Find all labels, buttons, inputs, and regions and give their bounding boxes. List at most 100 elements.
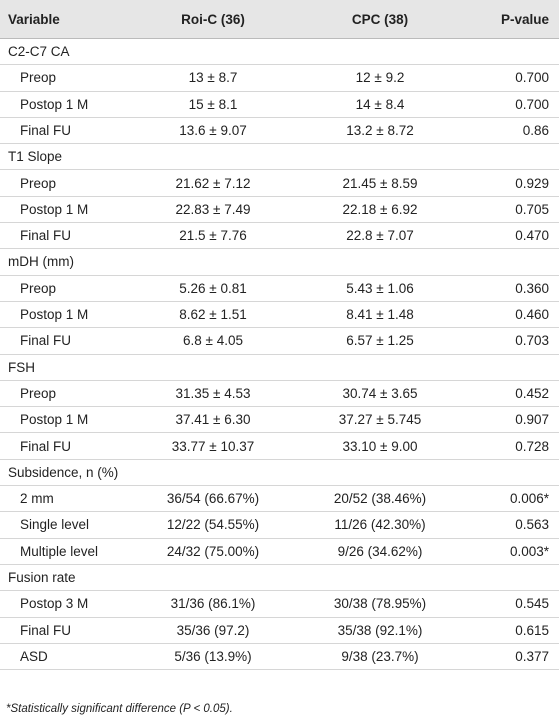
row-label: 2 mm [20,491,54,507]
footnote: *Statistically significant difference (P… [6,703,233,715]
cell-value: 30.74 ± 3.65 [342,385,418,401]
header-cell: Roi-C (36) [181,12,245,27]
cell-value: 0.003* [509,543,549,559]
section-row: Fusion rate [0,564,559,592]
cell-value: 5.26 ± 0.81 [179,280,247,296]
cell-value: 21.5 ± 7.76 [179,228,247,244]
section-title: FSH [8,359,35,375]
cell-value: 5.43 ± 1.06 [346,280,414,296]
header-cell: CPC (38) [351,12,409,27]
data-row: Preop 13 ± 8.7 12 ± 9.2 0.700 [0,64,559,92]
data-row: Postop 3 M 31/36 (86.1%) 30/38 (78.95%) 0.5… [0,590,559,618]
data-row: Single level 12/22 (54.55%) 11/26 (42.30%)… [0,511,559,539]
cell-value: 37.41 ± 6.30 [175,412,251,428]
row-label: Postop 3 M [20,596,89,612]
header-row: Variable Roi-C (36) CPC (38) P-value [0,0,559,39]
cell-value: 24/32 (75.00%) [166,543,260,559]
row-label: Postop 1 M [20,307,89,322]
cell-value: 0.907 [515,412,549,428]
data-row: Final FU 13.6 ± 9.07 13.2 ± 8.72 0.86 [0,117,559,145]
cell-value: 35/36 (97.2) [176,622,250,638]
data-row: Postop 1 M 15 ± 8.1 14 ± 8.4 0.700 [0,91,559,118]
cell-value: 21.62 ± 7.12 [175,175,251,191]
cell-value: 0.615 [515,622,549,638]
row-label: Preop [20,280,57,296]
cell-value: 8.41 ± 1.48 [346,307,414,322]
row-label: Final FU [20,228,72,244]
section-title: C2-C7 CA [8,44,70,59]
cell-value: 21.45 ± 8.59 [342,175,418,191]
section-title: T1 Slope [8,149,63,165]
cell-value: 33.77 ± 10.37 [171,438,255,454]
cell-value: 0.452 [515,385,549,401]
row-label: ASD [20,648,48,664]
row-label: Final FU [20,438,72,454]
cell-value: 6.8 ± 4.05 [183,333,243,349]
cell-value: 0.545 [515,596,549,612]
data-row: Postop 1 M 8.62 ± 1.51 8.41 ± 1.48 0.460 [0,301,559,329]
header-cell: P-value [500,12,549,27]
cell-value: 0.006* [509,491,549,507]
cell-value: 0.705 [515,201,549,217]
cell-value: 13.6 ± 9.07 [179,122,247,138]
cell-value: 0.703 [515,333,549,349]
cell-value: 22.18 ± 6.92 [342,201,418,217]
cell-value: 0.360 [515,280,549,296]
row-label: Final FU [20,333,72,349]
cell-value: 33.10 ± 9.00 [342,438,418,454]
cell-value: 35/38 (92.1%) [337,622,423,638]
row-label: Preop [20,70,57,86]
cell-value: 0.460 [515,307,549,322]
cell-value: 13 ± 8.7 [188,70,238,86]
row-label: Final FU [20,122,72,138]
cell-value: 9/38 (23.7%) [341,648,419,664]
cell-value: 12 ± 9.2 [355,70,405,86]
section-row: FSH [0,354,559,381]
cell-value: 6.57 ± 1.25 [346,333,414,349]
cell-value: 36/54 (66.67%) [166,491,260,507]
section-title: Fusion rate [8,570,76,585]
data-row: Final FU 33.77 ± 10.37 33.10 ± 9.00 0.728 [0,433,559,460]
cell-value: 11/26 (42.30%) [334,517,426,533]
cell-value: 37.27 ± 5.745 [338,412,422,428]
row-label: Single level [20,517,90,533]
section-row: T1 Slope [0,143,559,171]
header-cell: Variable [8,12,60,27]
data-row: Final FU 35/36 (97.2) 35/38 (92.1%) 0.615 [0,617,559,644]
data-row: Preop 5.26 ± 0.81 5.43 ± 1.06 0.360 [0,275,559,302]
cell-value: 20/52 (38.46%) [333,491,427,507]
cell-value: 0.377 [515,648,549,664]
section-row: C2-C7 CA [0,38,559,66]
data-row: Final FU 6.8 ± 4.05 6.57 ± 1.25 0.703 [0,327,559,355]
row-label: Multiple level [20,543,99,559]
cell-value: 0.728 [515,438,549,454]
cell-value: 0.563 [515,517,549,533]
cell-value: 31/36 (86.1%) [170,596,256,612]
section-title: Subsidence, n (%) [8,464,119,480]
cell-value: 22.8 ± 7.07 [346,228,414,244]
row-label: Postop 1 M [20,201,89,217]
cell-value: 0.470 [515,228,549,244]
cell-value: 14 ± 8.4 [355,96,405,112]
row-label: Postop 1 M [20,96,89,112]
cell-value: 8.62 ± 1.51 [179,307,247,322]
data-row: 2 mm 36/54 (66.67%) 20/52 (38.46%) 0.006* [0,485,559,513]
section-row: mDH (mm) [0,248,559,276]
section-row: Subsidence, n (%) [0,459,559,487]
cell-value: 9/26 (34.62%) [337,543,423,559]
section-title: mDH (mm) [8,254,74,270]
data-row: Preop 21.62 ± 7.12 21.45 ± 8.59 0.929 [0,170,559,197]
data-row: Postop 1 M 37.41 ± 6.30 37.27 ± 5.745 0.907 [0,406,559,434]
cell-value: 22.83 ± 7.49 [175,201,251,217]
cell-value: 0.929 [515,175,549,191]
data-row: Multiple level 24/32 (75.00%) 9/26 (34.62%… [0,538,559,565]
cell-value: 13.2 ± 8.72 [346,122,414,138]
cell-value: 0.700 [515,70,549,86]
row-label: Preop [20,385,57,401]
data-row: ASD 5/36 (13.9%) 9/38 (23.7%) 0.377 [0,643,559,671]
cell-value: 15 ± 8.1 [188,96,238,112]
data-row: Final FU 21.5 ± 7.76 22.8 ± 7.07 0.470 [0,222,559,250]
cell-value: 0.86 [522,122,549,138]
cell-value: 0.700 [515,96,549,112]
